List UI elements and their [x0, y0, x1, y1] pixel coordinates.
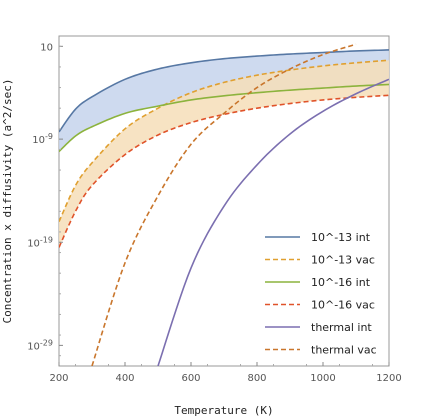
legend: 10^-13 int 10^-13 vac 10^-16 int 10^-16 vac… [265, 231, 377, 357]
legend-label: 10^-13 vac [311, 254, 375, 267]
y-axis-label: Concentration x diffusivity (a^2/sec) [1, 78, 14, 323]
legend-label: 10^-16 vac [311, 299, 375, 312]
series-line-3 [59, 94, 389, 248]
series-line-2 [59, 83, 389, 153]
series-line-5 [91, 43, 357, 366]
y-axis: 10 10-9 10-19 10-29 [27, 42, 63, 357]
y-tick-label: 10-19 [27, 235, 53, 249]
x-tick-label: 400 [115, 373, 134, 384]
series-line-4 [157, 78, 389, 366]
legend-label: 10^-16 int [311, 276, 371, 289]
legend-label: thermal vac [311, 344, 377, 357]
x-tick-label: 1000 [310, 373, 335, 384]
x-axis-label: Temperature (K) [174, 404, 273, 417]
x-tick-label: 200 [49, 373, 68, 384]
x-tick-label: 600 [181, 373, 200, 384]
series-group [59, 43, 389, 366]
y-tick-label: 10-29 [27, 338, 53, 352]
legend-label: thermal int [311, 321, 372, 334]
legend-label: 10^-13 int [311, 231, 371, 244]
series-line-1 [59, 59, 389, 222]
x-tick-label: 1200 [376, 373, 401, 384]
x-tick-label: 800 [247, 373, 266, 384]
y-tick-label: 10 [40, 42, 53, 53]
y-tick-label: 10-9 [32, 132, 53, 146]
x-axis: 200 400 600 800 1000 1200 [49, 362, 402, 384]
